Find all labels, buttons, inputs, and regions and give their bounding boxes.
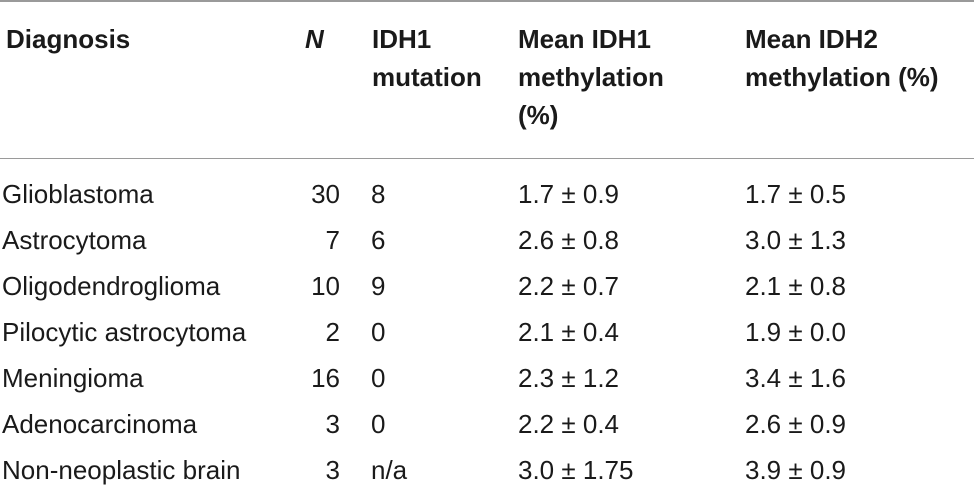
cell-diagnosis: Adenocarcinoma	[2, 409, 198, 439]
table-row: Non-neoplastic brain 3 n/a 3.0 ± 1.75 3.…	[0, 447, 974, 493]
cell-mean-idh1: 2.1 ± 0.4	[518, 317, 620, 347]
table-row: Meningioma 16 0 2.3 ± 1.2 3.4 ± 1.6	[0, 355, 974, 401]
cell-n: 10	[311, 271, 340, 301]
cell-mean-idh2: 3.4 ± 1.6	[745, 363, 847, 393]
table-row: Glioblastoma 30 8 1.7 ± 0.9 1.7 ± 0.5	[0, 171, 974, 217]
cell-diagnosis: Pilocytic astrocytoma	[2, 317, 247, 347]
table-row: Adenocarcinoma 3 0 2.2 ± 0.4 2.6 ± 0.9	[0, 401, 974, 447]
cell-idh1-mutation: 6	[371, 225, 386, 255]
header-mean-idh1-methylation: Mean IDH1 methylation (%)	[518, 24, 664, 130]
cell-diagnosis: Non-neoplastic brain	[2, 455, 241, 485]
cell-mean-idh1: 1.7 ± 0.9	[518, 179, 620, 209]
cell-n: 2	[325, 317, 340, 347]
cell-mean-idh1: 2.2 ± 0.7	[518, 271, 620, 301]
cell-idh1-mutation: 0	[371, 317, 386, 347]
cell-idh1-mutation: 9	[371, 271, 386, 301]
cell-diagnosis: Meningioma	[2, 363, 144, 393]
cell-mean-idh2: 2.1 ± 0.8	[745, 271, 847, 301]
header-n: N	[305, 24, 324, 54]
cell-idh1-mutation: 0	[371, 409, 386, 439]
cell-n: 3	[325, 455, 340, 485]
table-row: Astrocytoma 7 6 2.6 ± 0.8 3.0 ± 1.3	[0, 217, 974, 263]
cell-mean-idh2: 3.0 ± 1.3	[745, 225, 847, 255]
table-row: Pilocytic astrocytoma 2 0 2.1 ± 0.4 1.9 …	[0, 309, 974, 355]
header-mean-idh2-methylation: Mean IDH2 methylation (%)	[745, 24, 939, 92]
table-row: Oligodendroglioma 10 9 2.2 ± 0.7 2.1 ± 0…	[0, 263, 974, 309]
cell-idh1-mutation: 0	[371, 363, 386, 393]
top-rule	[0, 0, 974, 2]
header-diagnosis: Diagnosis	[6, 24, 131, 54]
cell-mean-idh2: 1.9 ± 0.0	[745, 317, 847, 347]
cell-mean-idh2: 2.6 ± 0.9	[745, 409, 847, 439]
table-body: Glioblastoma 30 8 1.7 ± 0.9 1.7 ± 0.5 As…	[0, 171, 974, 493]
cell-n: 30	[311, 179, 340, 209]
cell-mean-idh1: 3.0 ± 1.75	[518, 455, 634, 485]
cell-mean-idh2: 1.7 ± 0.5	[745, 179, 847, 209]
cell-idh1-mutation: n/a	[371, 455, 408, 485]
cell-mean-idh1: 2.2 ± 0.4	[518, 409, 620, 439]
header-rule	[0, 158, 974, 159]
cell-n: 3	[325, 409, 340, 439]
cell-n: 7	[325, 225, 340, 255]
cell-diagnosis: Oligodendroglioma	[2, 271, 221, 301]
table-header: Diagnosis N IDH1 mutation Mean IDH1 meth…	[0, 0, 974, 158]
header-idh1-mutation: IDH1 mutation	[372, 24, 482, 92]
cell-idh1-mutation: 8	[371, 179, 386, 209]
cell-mean-idh1: 2.3 ± 1.2	[518, 363, 620, 393]
cell-diagnosis: Astrocytoma	[2, 225, 147, 255]
cell-diagnosis: Glioblastoma	[2, 179, 154, 209]
cell-n: 16	[311, 363, 340, 393]
cell-mean-idh1: 2.6 ± 0.8	[518, 225, 620, 255]
cell-mean-idh2: 3.9 ± 0.9	[745, 455, 847, 485]
